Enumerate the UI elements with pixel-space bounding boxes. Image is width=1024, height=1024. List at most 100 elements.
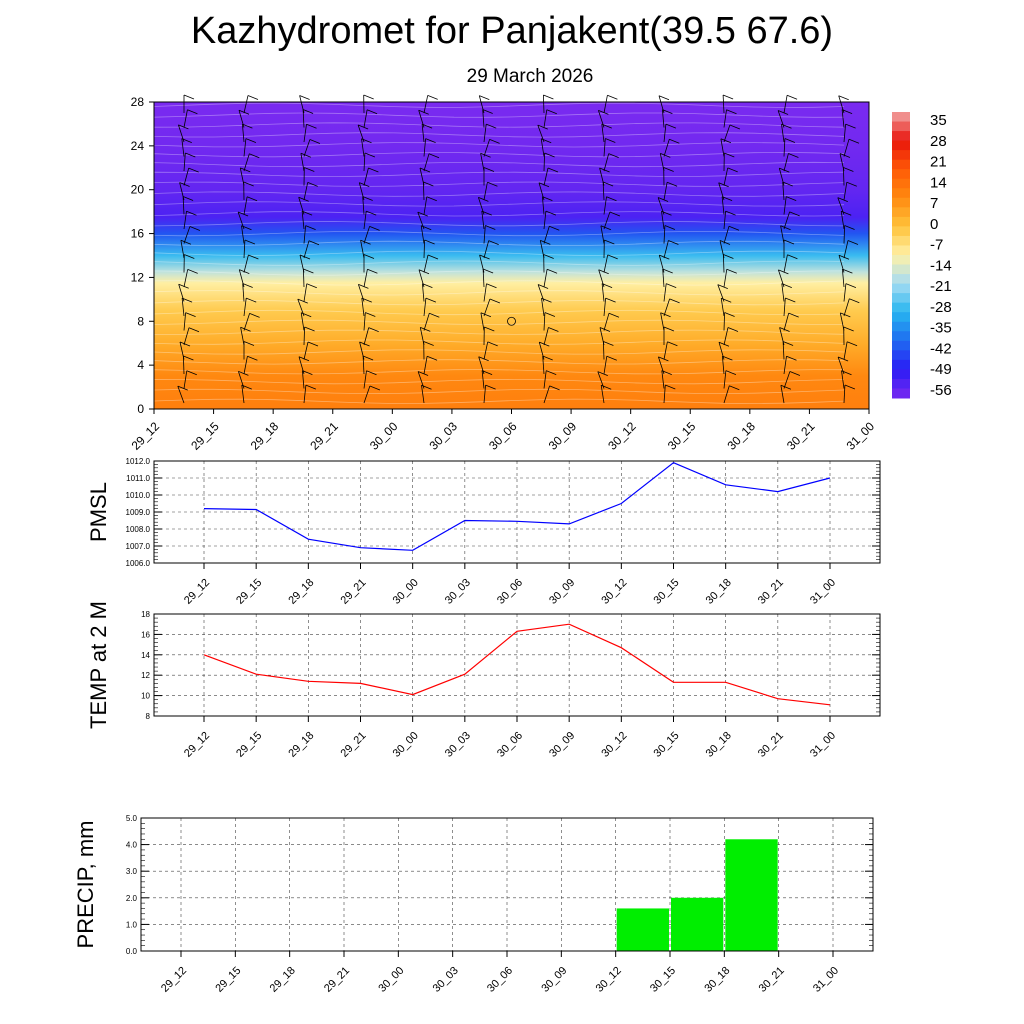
y-axis-label: TEMP at 2 M (86, 601, 111, 729)
wind-barb-flag (177, 385, 188, 391)
wind-barb (781, 283, 785, 302)
wind-barb-flag (424, 239, 435, 245)
wind-barb-flag (727, 167, 738, 173)
wind-barb-flag (666, 283, 677, 288)
wind-barb-flag (181, 297, 193, 303)
wind-barb (478, 356, 485, 375)
wind-barb (842, 269, 845, 288)
wind-barb (843, 283, 847, 302)
precip-bar (616, 908, 669, 951)
wind-barb (782, 181, 785, 201)
wind-barb (482, 268, 485, 288)
wind-barb (783, 356, 787, 375)
wind-barb-flag (542, 196, 553, 201)
colorbar-segment (892, 178, 910, 189)
wind-barb-flag (485, 225, 496, 230)
wind-barb (243, 95, 249, 114)
x-tick-label: 30_21 (757, 965, 787, 995)
x-tick-label: 30_15 (652, 730, 682, 760)
colorbar-segment (892, 388, 910, 399)
wind-barb-flag (420, 327, 431, 332)
wind-barb (303, 326, 305, 346)
wind-barb-flag (188, 327, 200, 333)
wind-barb (783, 254, 788, 273)
y-tick-label: 12 (131, 270, 145, 284)
wind-barb-flag (483, 167, 495, 172)
wind-barb-flag (662, 109, 673, 114)
wind-barb (363, 327, 370, 346)
x-tick-label: 29_18 (286, 577, 316, 607)
wind-barb-flag (604, 239, 615, 245)
wind-barb-flag (666, 181, 678, 187)
wind-barb (603, 196, 607, 215)
wind-barb (543, 385, 550, 404)
wind-barb-flag (848, 138, 860, 144)
wind-barb (480, 153, 485, 172)
wind-barb (781, 124, 785, 143)
wind-barb (299, 254, 305, 273)
wind-barb-flag (366, 370, 377, 376)
wind-barb (243, 196, 248, 215)
wind-barb-flag (307, 341, 319, 347)
wind-barb-flag (847, 240, 859, 245)
wind-barb (721, 196, 725, 215)
wind-barb (481, 370, 485, 389)
wind-barb (778, 167, 785, 186)
wind-barb (780, 385, 785, 404)
wind-barb (843, 384, 846, 404)
wind-barb-flag (843, 167, 854, 172)
wind-barb-flag (183, 94, 195, 100)
wind-barb-flag (488, 240, 499, 245)
wind-barb-flag (366, 210, 377, 216)
wind-barb-flag (782, 181, 793, 187)
wind-barb (543, 370, 547, 389)
wind-barb (303, 385, 307, 404)
wind-barb-flag (368, 167, 379, 173)
x-tick-label: 31_00 (808, 577, 838, 607)
wind-barb (481, 211, 485, 230)
wind-barb-flag (780, 225, 791, 231)
wind-barb-flag (245, 138, 257, 143)
wind-barb (360, 240, 365, 259)
colorbar-segment (892, 121, 910, 132)
y-tick-label: 24 (131, 139, 145, 153)
wind-barb-flag (478, 197, 489, 202)
x-tick-label: 29_21 (307, 419, 341, 453)
wind-barb-flag (663, 167, 674, 172)
wind-barb-flag (240, 326, 251, 332)
colorbar-segment (892, 321, 910, 332)
wind-barb-flag (669, 298, 680, 304)
colorbar-label: -28 (930, 299, 952, 316)
wind-barb (239, 167, 245, 186)
wind-barb (603, 254, 609, 273)
wind-barb (423, 196, 428, 215)
wind-barb (303, 341, 309, 360)
wind-barb-flag (669, 138, 680, 144)
wind-barb (302, 109, 305, 128)
wind-barb-flag (837, 197, 848, 202)
wind-barb (840, 211, 845, 230)
colorbar-segment (892, 245, 910, 256)
wind-barb-flag (242, 123, 253, 129)
colorbar-segment (892, 150, 910, 161)
y-tick-label: 1009.0 (126, 508, 151, 517)
wind-barb (298, 197, 305, 215)
wind-barb-flag (721, 196, 733, 201)
x-tick-label: 30_09 (547, 577, 577, 607)
wind-barb-flag (418, 109, 429, 115)
wind-barb (778, 269, 785, 288)
wind-barb-flag (486, 123, 497, 129)
wind-barb (723, 312, 725, 331)
wind-barb-flag (179, 341, 191, 347)
wind-barb-flag (486, 283, 497, 289)
wind-barb (663, 240, 669, 259)
y-axis-label: PMSL (86, 482, 111, 542)
wind-barb (603, 138, 606, 157)
wind-barb-flag (301, 210, 313, 216)
wind-barb-flag (609, 211, 621, 217)
wind-barb-flag (300, 152, 312, 158)
colorbar-segment (892, 112, 910, 123)
wind-barb-flag (603, 341, 614, 346)
wind-barb-flag (425, 297, 437, 303)
wind-barb (783, 138, 786, 157)
